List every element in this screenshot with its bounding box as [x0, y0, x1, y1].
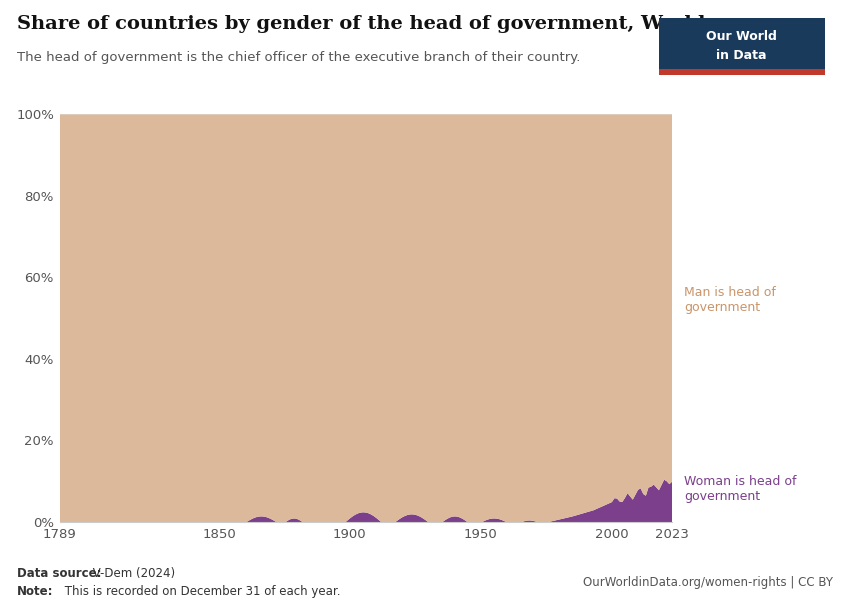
Text: Data source:: Data source:: [17, 567, 101, 580]
Text: Man is head of
government: Man is head of government: [684, 286, 776, 314]
Text: V-Dem (2024): V-Dem (2024): [89, 567, 175, 580]
Text: Our World: Our World: [706, 30, 777, 43]
Text: The head of government is the chief officer of the executive branch of their cou: The head of government is the chief offi…: [17, 51, 581, 64]
Text: Woman is head of
government: Woman is head of government: [684, 475, 796, 503]
Text: in Data: in Data: [717, 49, 767, 62]
Text: OurWorldinData.org/women-rights | CC BY: OurWorldinData.org/women-rights | CC BY: [583, 576, 833, 589]
Text: This is recorded on December 31 of each year.: This is recorded on December 31 of each …: [61, 585, 341, 598]
Text: Note:: Note:: [17, 585, 54, 598]
Text: Share of countries by gender of the head of government, World: Share of countries by gender of the head…: [17, 15, 706, 33]
